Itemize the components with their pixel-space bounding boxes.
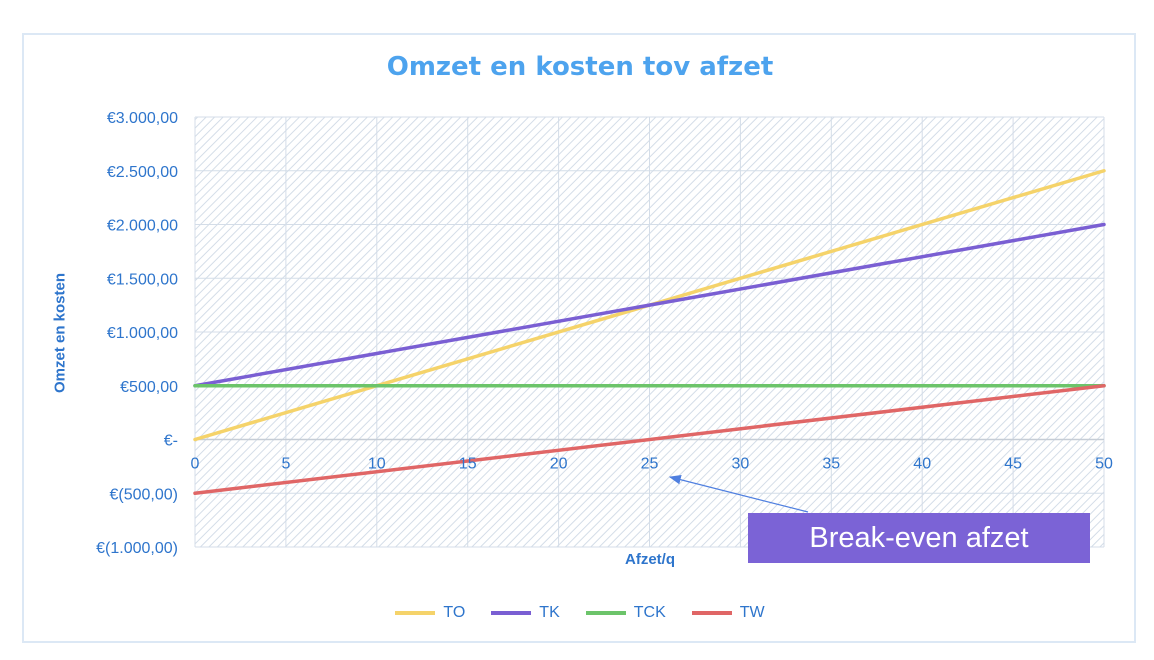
legend-label: TW — [739, 604, 765, 621]
x-axis-label: Afzet/q — [625, 551, 675, 568]
series-line-tk — [193, 222, 1106, 388]
legend: TO TK TCK TW — [0, 604, 1154, 622]
x-tick-label: 45 — [1004, 456, 1022, 473]
y-tick-label: €(1.000,00) — [96, 540, 178, 557]
chart-title: Omzet en kosten tov afzet — [386, 52, 774, 82]
y-tick-label: €500,00 — [120, 379, 178, 396]
break-even-callout: Break-even afzet — [748, 513, 1090, 563]
x-tick-label: 20 — [550, 456, 568, 473]
legend-label: TK — [539, 604, 560, 621]
y-tick-label: €3.000,00 — [107, 110, 178, 127]
x-tick-label: 35 — [822, 456, 840, 473]
x-tick-label: 50 — [1095, 456, 1113, 473]
x-tick-label: 5 — [281, 456, 290, 473]
legend-item-to: TO — [395, 604, 465, 622]
y-tick-label: €1.000,00 — [107, 325, 178, 342]
legend-label: TCK — [633, 604, 666, 621]
x-tick-label: 10 — [368, 456, 386, 473]
legend-swatch — [491, 611, 532, 615]
legend-swatch — [585, 611, 626, 615]
y-tick-label: €- — [164, 433, 178, 450]
y-tick-label: €(500,00) — [110, 486, 179, 503]
x-tick-label: 40 — [913, 456, 931, 473]
callout-arrow — [668, 475, 809, 513]
x-tick-label: 0 — [191, 456, 200, 473]
y-tick-label: €1.500,00 — [107, 271, 178, 288]
legend-item-tck: TCK — [585, 604, 666, 622]
x-tick-label: 30 — [732, 456, 750, 473]
legend-item-tk: TK — [491, 604, 560, 622]
legend-swatch — [691, 611, 732, 615]
y-tick-label: €2.500,00 — [107, 164, 178, 181]
x-tick-label: 25 — [641, 456, 659, 473]
series-line-tw — [193, 384, 1106, 495]
x-tick-label: 15 — [459, 456, 477, 473]
chart-frame — [22, 33, 1136, 643]
legend-label: TO — [443, 604, 466, 621]
legend-item-tw: TW — [691, 604, 765, 622]
y-tick-label: €2.000,00 — [107, 218, 178, 235]
legend-swatch — [395, 611, 436, 615]
